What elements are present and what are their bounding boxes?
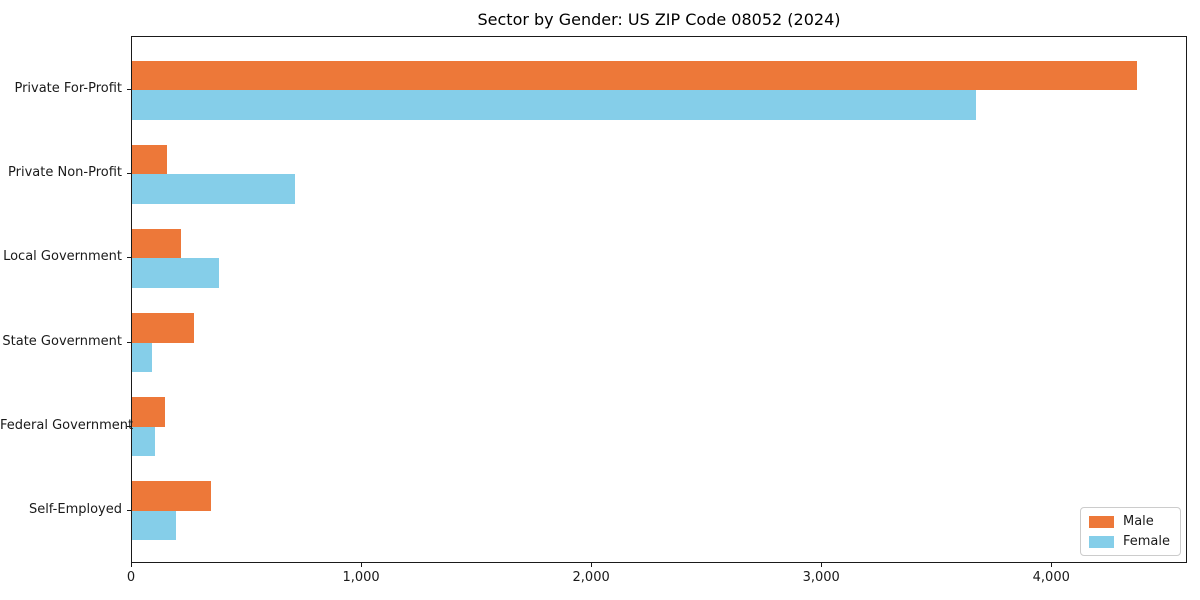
y-tick-local-government [127, 257, 131, 259]
bar-private-non-profit-male [132, 145, 167, 175]
bar-federal-government-female [132, 426, 155, 456]
x-tick-1000 [361, 563, 363, 567]
bar-local-government-male [132, 229, 182, 259]
legend-swatch-female [1088, 535, 1114, 548]
legend-entry-male: Male [1088, 514, 1170, 529]
y-tick-federal-government [127, 425, 131, 427]
bar-state-government-male [132, 313, 195, 343]
x-tick-label-3000: 3,000 [802, 570, 840, 585]
bar-private-for-profit-male [132, 60, 1138, 91]
legend: Male Female [1079, 507, 1181, 556]
bar-private-non-profit-female [132, 174, 296, 204]
plot-area: Male Female [131, 36, 1187, 563]
bar-local-government-female [132, 258, 220, 288]
y-tick-private-non-profit [127, 173, 131, 175]
x-tick-0 [131, 563, 132, 567]
x-tick-4000 [1051, 563, 1053, 567]
x-tick-label-0: 0 [126, 570, 136, 585]
y-tick-private-for-profit [127, 89, 131, 91]
y-tick-label-private-non-profit: Private Non-Profit [8, 165, 122, 181]
x-tick-label-2000: 2,000 [572, 570, 610, 585]
x-tick-2000 [591, 563, 593, 567]
legend-label-male: Male [1122, 514, 1154, 529]
y-tick-state-government [127, 341, 131, 343]
bar-private-for-profit-female [132, 90, 977, 120]
legend-label-female: Female [1122, 534, 1170, 549]
bar-self-employed-female [132, 510, 176, 541]
y-tick-label-local-government: Local Government [3, 249, 122, 265]
bar-state-government-female [132, 342, 152, 372]
chart-title: Sector by Gender: US ZIP Code 08052 (202… [477, 10, 841, 29]
y-tick-label-self-employed: Self-Employed [28, 501, 122, 517]
y-tick-self-employed [127, 509, 131, 511]
bar-federal-government-male [132, 397, 166, 427]
legend-swatch-male [1088, 515, 1114, 528]
y-tick-label-federal-government: Federal Government [0, 417, 134, 433]
y-tick-label-state-government: State Government [2, 333, 122, 349]
x-tick-3000 [821, 563, 823, 567]
x-tick-label-4000: 4,000 [1032, 570, 1070, 585]
legend-entry-female: Female [1088, 534, 1170, 549]
bar-self-employed-male [132, 481, 212, 511]
x-tick-label-1000: 1,000 [342, 570, 380, 585]
y-tick-label-private-for-profit: Private For-Profit [14, 81, 122, 97]
